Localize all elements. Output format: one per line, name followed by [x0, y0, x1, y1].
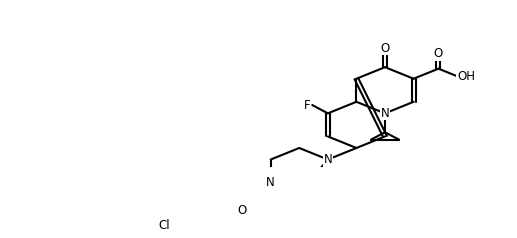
Text: Cl: Cl [159, 219, 170, 232]
Text: O: O [381, 42, 390, 55]
Text: N: N [381, 107, 389, 120]
Text: O: O [237, 204, 247, 217]
Text: OH: OH [457, 70, 475, 83]
Text: O: O [434, 47, 443, 60]
Text: F: F [304, 99, 311, 112]
Text: N: N [324, 153, 332, 166]
Text: N: N [266, 176, 275, 189]
